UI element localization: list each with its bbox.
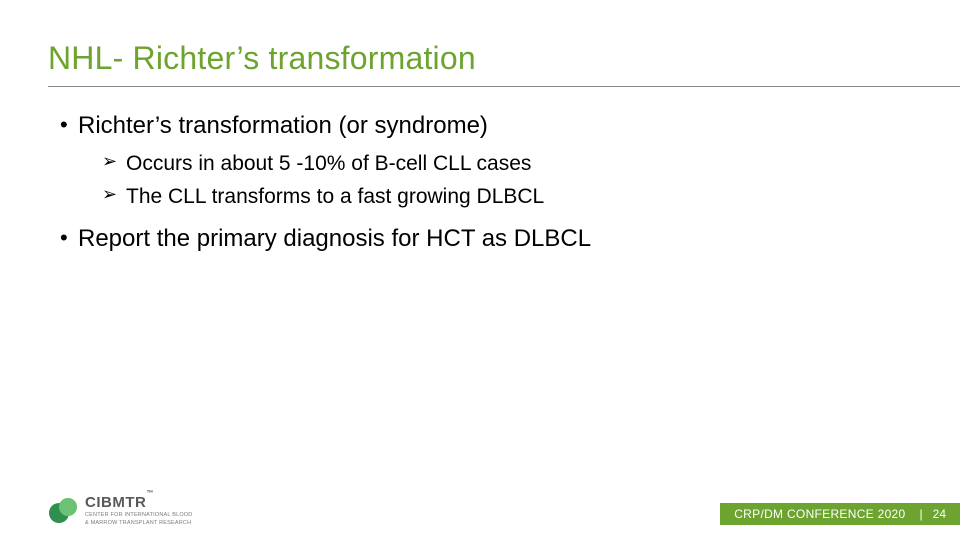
content-area: Richter’s transformation (or syndrome) O… [56,108,904,261]
logo-trademark: ™ [146,490,154,497]
bullet-level2: The CLL transforms to a fast growing DLB… [102,181,904,214]
footer-separator: | [916,503,927,525]
footer-conference-label: CRP/DM CONFERENCE 2020 [720,503,915,525]
slide-title: NHL- Richter’s transformation [48,40,476,77]
logo-mark-icon [48,496,78,524]
org-logo: CIBMTR™ CENTER FOR INTERNATIONAL BLOOD &… [48,494,192,526]
bullet-level1: Report the primary diagnosis for HCT as … [56,221,904,257]
logo-subtitle-line1: CENTER FOR INTERNATIONAL BLOOD [85,512,192,518]
bullet-level2: Occurs in about 5 -10% of B-cell CLL cas… [102,148,904,181]
title-underline [48,86,960,87]
logo-text: CIBMTR™ CENTER FOR INTERNATIONAL BLOOD &… [85,494,192,526]
sub-bullet-group: Occurs in about 5 -10% of B-cell CLL cas… [56,148,904,213]
logo-name: CIBMTR™ [85,494,192,511]
footer-bar: CRP/DM CONFERENCE 2020 | 24 [720,503,960,525]
bullet-level1: Richter’s transformation (or syndrome) [56,108,904,144]
footer-page-number: 24 [927,503,960,525]
logo-name-text: CIBMTR [85,494,146,511]
slide: NHL- Richter’s transformation Richter’s … [0,0,960,540]
logo-subtitle-line2: & MARROW TRANSPLANT RESEARCH [85,520,192,526]
